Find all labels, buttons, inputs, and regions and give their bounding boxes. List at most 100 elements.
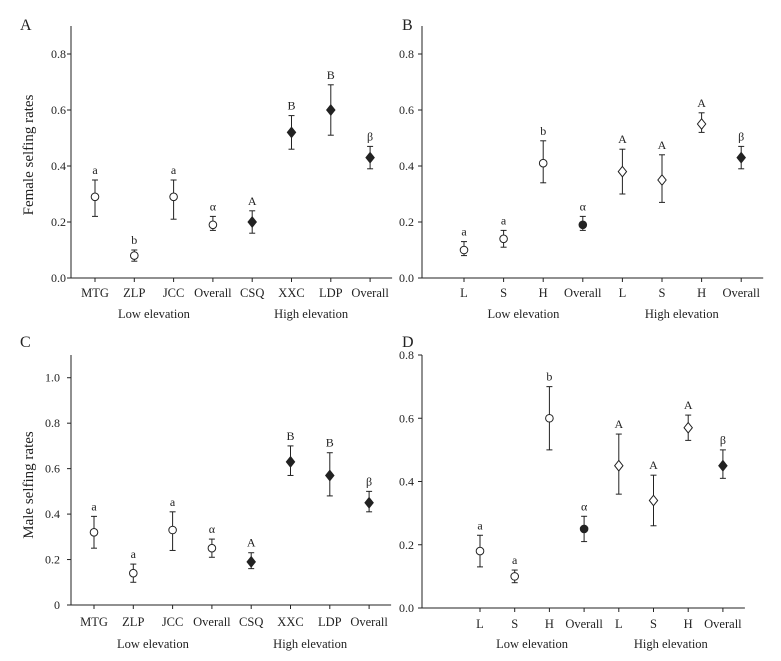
panel-letter-d: D <box>402 334 414 351</box>
data-point <box>718 459 728 472</box>
data-point <box>459 245 469 255</box>
x-tick-label: Overall <box>565 617 603 631</box>
y-tick-label: 0.6 <box>45 462 60 476</box>
x-tick-label: ZLP <box>123 286 145 300</box>
data-point <box>648 494 659 507</box>
data-point <box>696 117 707 131</box>
x-tick-label: ZLP <box>122 615 144 629</box>
y-tick-label: 0.4 <box>399 475 414 489</box>
panel-b: B 0.0 0.2 0.4 0.6 0.8 L S H Overall L S H Overall Low… <box>399 17 764 321</box>
significance-label: a <box>501 213 507 227</box>
y-axis-title: Female selfing rates <box>21 94 37 215</box>
x-tick-label: XXC <box>277 615 303 629</box>
y-tick-label: 0.0 <box>399 271 414 285</box>
data-point <box>613 459 624 472</box>
significance-label: A <box>618 132 627 146</box>
significance-label: A <box>248 194 257 208</box>
group-label: High elevation <box>274 307 349 321</box>
group-label: High elevation <box>645 307 720 321</box>
data-point <box>247 215 258 229</box>
panel-letter-a: A <box>20 17 32 34</box>
significance-label: a <box>170 495 176 509</box>
panel-d: D 0.0 0.2 0.4 0.6 0.8 L S H Overall L S H Overall Low… <box>399 334 745 651</box>
x-tick-label: H <box>684 617 693 631</box>
y-tick-label: 0.0 <box>399 601 414 615</box>
significance-label: B <box>327 68 335 82</box>
data-point <box>617 165 628 178</box>
y-tick-label: 0.4 <box>399 159 414 173</box>
data-point <box>657 173 667 187</box>
significance-label: A <box>697 96 706 110</box>
group-label: Low elevation <box>496 637 569 651</box>
data-point <box>364 496 374 509</box>
data-point <box>499 234 508 244</box>
x-tick-label: Overall <box>722 286 760 300</box>
y-tick-label: 0.2 <box>45 553 60 567</box>
x-tick-label: L <box>615 617 623 631</box>
x-tick-label: S <box>500 286 507 300</box>
x-tick-label: CSQ <box>239 615 263 629</box>
significance-label: A <box>649 458 658 472</box>
data-point <box>365 151 375 164</box>
significance-label: a <box>91 499 97 513</box>
significance-label: β <box>367 129 373 143</box>
group-label: High elevation <box>634 637 709 651</box>
x-tick-label: MTG <box>80 615 108 629</box>
x-tick-label: XXC <box>278 286 304 300</box>
y-tick-label: 0.0 <box>51 271 66 285</box>
x-tick-label: H <box>697 286 706 300</box>
y-tick-label: 0.4 <box>45 507 60 521</box>
data-point <box>89 527 99 537</box>
x-tick-label: Overall <box>351 286 389 300</box>
group-label: High elevation <box>273 637 348 651</box>
y-tick-label: 0.2 <box>399 538 414 552</box>
panel-letter-b: B <box>402 17 413 34</box>
x-tick-label: S <box>511 617 518 631</box>
data-point <box>168 525 177 535</box>
significance-label: a <box>512 553 518 567</box>
y-tick-label: 0.2 <box>399 215 414 229</box>
data-point <box>286 126 297 139</box>
data-point <box>207 543 217 553</box>
x-tick-label: JCC <box>163 286 185 300</box>
x-tick-label: Overall <box>350 615 388 629</box>
significance-label: α <box>210 199 217 213</box>
significance-label: α <box>209 522 216 536</box>
data-point <box>683 421 694 434</box>
data-point <box>324 469 335 482</box>
significance-label: A <box>658 138 667 152</box>
data-point <box>510 572 520 581</box>
significance-label: α <box>580 199 587 213</box>
x-tick-label: S <box>650 617 657 631</box>
significance-label: b <box>131 233 137 247</box>
y-tick-label: 0.8 <box>399 348 414 362</box>
significance-label: a <box>477 518 483 532</box>
x-tick-label: Overall <box>193 615 231 629</box>
data-point <box>169 192 178 202</box>
y-tick-label: 0.6 <box>399 103 414 117</box>
data-point <box>736 151 747 164</box>
data-point <box>578 220 588 230</box>
data-point <box>325 103 336 117</box>
data-point <box>475 546 485 556</box>
significance-label: A <box>247 536 256 550</box>
significance-label: β <box>738 129 744 143</box>
x-tick-label: L <box>476 617 484 631</box>
x-tick-label: H <box>545 617 554 631</box>
panel-c: C Male selfing rates 0 0.2 0.4 0.6 0.8 1.0 MTG… <box>20 334 392 651</box>
y-tick-label: 0.8 <box>51 47 66 61</box>
panel-letter-c: C <box>20 334 31 351</box>
data-point <box>246 555 257 568</box>
significance-label: B <box>287 99 295 113</box>
y-tick-label: 0.6 <box>399 411 414 425</box>
significance-label: A <box>614 417 623 431</box>
significance-label: α <box>581 499 588 513</box>
data-point <box>285 455 296 468</box>
y-tick-label: 0.4 <box>51 159 66 173</box>
significance-label: b <box>546 370 552 384</box>
data-point <box>129 568 138 578</box>
significance-label: a <box>92 163 98 177</box>
data-point <box>208 220 218 230</box>
data-point <box>579 524 589 534</box>
